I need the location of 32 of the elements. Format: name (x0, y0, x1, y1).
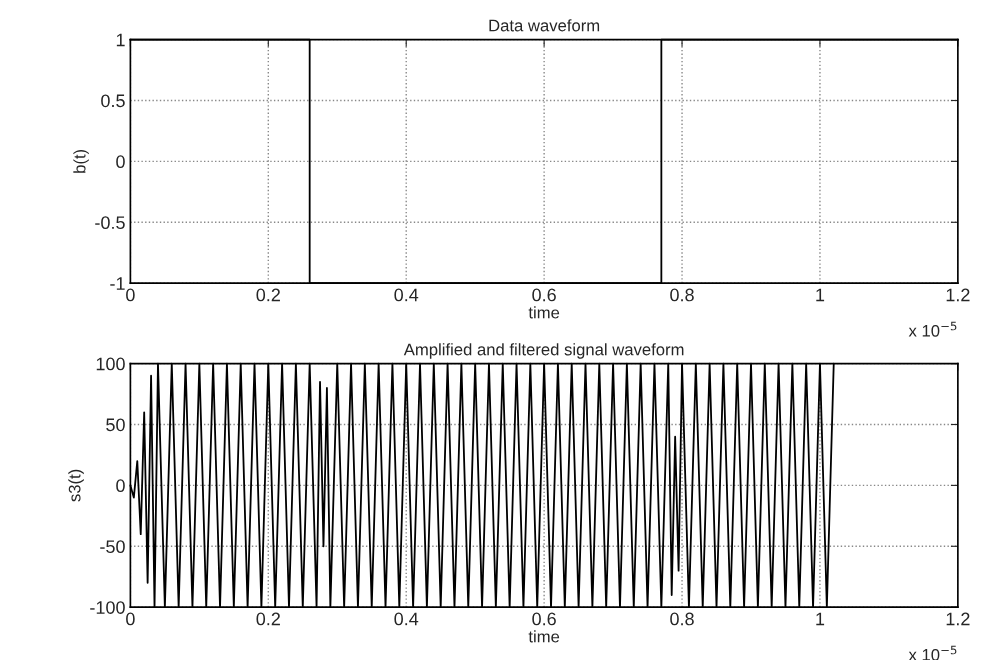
y-tick-label: 0 (116, 155, 125, 169)
x-tick-label: 0.4 (394, 288, 419, 302)
x-axis-title: time (528, 306, 560, 319)
x-tick-label: 0 (126, 612, 135, 626)
x-tick-label: 0.4 (394, 612, 419, 626)
x-tick-label: 0.8 (670, 612, 694, 626)
y-tick-label: 50 (106, 418, 125, 432)
y-tick-label: -50 (100, 540, 125, 554)
x-tick-label: 0.6 (532, 612, 556, 626)
x-tick-label: 0 (126, 288, 135, 302)
y-tick-label: -100 (90, 601, 125, 614)
x-tick-label: 1.2 (946, 612, 970, 626)
y-tick-label: -0.5 (95, 216, 125, 230)
y-tick-label: 1 (116, 33, 125, 47)
x-tick-label: 0.8 (670, 288, 694, 302)
y-tick-label: 0.5 (101, 94, 125, 108)
x-tick-label: 1.2 (946, 288, 970, 302)
x-tick-label: 0.2 (256, 288, 280, 302)
x-tick-label: 0.6 (532, 288, 556, 302)
chart-title: Amplified and filtered signal waveform (403, 343, 684, 359)
y-axis-title: b(t) (73, 149, 89, 173)
x-tick-label: 1 (816, 612, 825, 626)
text: x 10$^{−5}$ (908, 645, 957, 660)
y-axis-title: s3(t) (68, 469, 84, 502)
y-tick-label: 100 (96, 357, 125, 371)
y-tick-label: -1 (110, 277, 125, 290)
y-tick-label: 0 (116, 479, 125, 493)
x-tick-label: 0.2 (256, 612, 280, 626)
text: x 10$^{−5}$ (908, 321, 957, 337)
x-axis-title: time (528, 630, 560, 643)
x-tick-label: 1 (816, 288, 825, 302)
chart-title: Data waveform (489, 19, 600, 32)
